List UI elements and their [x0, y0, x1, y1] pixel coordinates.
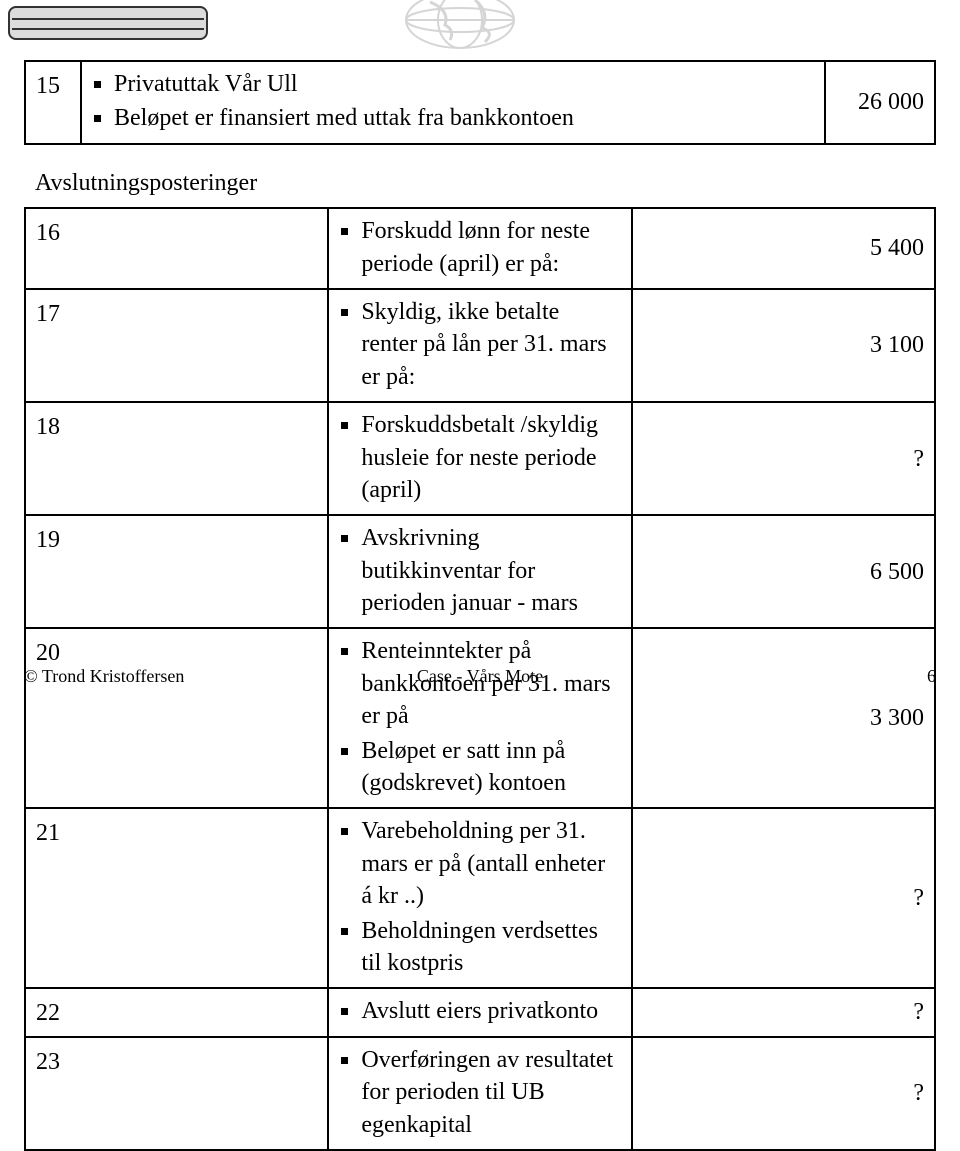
row-value: ? [632, 808, 935, 988]
table-row: 23 Overføringen av resultatet for period… [25, 1037, 935, 1150]
row-number: 21 [25, 808, 328, 988]
bullet-item: Avslutt eiers privatkonto [361, 995, 620, 1027]
page-content: 15 Privatuttak Vår Ull Beløpet er finans… [24, 60, 936, 1151]
table-row: 20 Renteinntekter på bankkontoen per 31.… [25, 628, 935, 808]
table-row: 22 Avslutt eiers privatkonto ? [25, 988, 935, 1036]
row-value: ? [632, 988, 935, 1036]
table-row: 19 Avskrivning butikkinventar for period… [25, 515, 935, 628]
row-value: 3 300 [632, 628, 935, 808]
bullet-item: Forskudd lønn for neste periode (april) … [361, 215, 620, 280]
table-row: 21 Varebeholdning per 31. mars er på (an… [25, 808, 935, 988]
bullet-item: Privatuttak Vår Ull [114, 68, 814, 100]
row-number: 16 [25, 208, 328, 289]
row-value: ? [632, 1037, 935, 1150]
row-value: 5 400 [632, 208, 935, 289]
row-description: Renteinntekter på bankkontoen per 31. ma… [328, 628, 631, 808]
page-footer: © Trond Kristoffersen Case - Vårs Mote 6 [24, 666, 936, 687]
row-number: 15 [25, 61, 81, 144]
decorative-header-bar [8, 6, 208, 46]
bullet-item: Avskrivning butikkinventar for perioden … [361, 522, 620, 619]
table-transactions-2: Avslutningsposteringer 16 Forskudd lønn … [24, 159, 936, 1151]
bullet-item: Skyldig, ikke betalte renter på lån per … [361, 296, 620, 393]
bullet-item: Overføringen av resultatet for perioden … [361, 1044, 620, 1141]
section-header-row: Avslutningsposteringer [25, 159, 935, 208]
row-number: 17 [25, 289, 328, 402]
row-value: 6 500 [632, 515, 935, 628]
row-number: 18 [25, 402, 328, 515]
table-row: 15 Privatuttak Vår Ull Beløpet er finans… [25, 61, 935, 144]
table-row: 17 Skyldig, ikke betalte renter på lån p… [25, 289, 935, 402]
table-row: 18 Forskuddsbetalt /skyldig husleie for … [25, 402, 935, 515]
row-value: ? [632, 402, 935, 515]
table-row: 16 Forskudd lønn for neste periode (apri… [25, 208, 935, 289]
row-description: Overføringen av resultatet for perioden … [328, 1037, 631, 1150]
footer-left: © Trond Kristoffersen [24, 666, 184, 687]
globe-watermark [400, 0, 520, 50]
row-value: 26 000 [825, 61, 935, 144]
bullet-item: Beløpet er satt inn på (godskrevet) kont… [361, 735, 620, 800]
row-description: Avslutt eiers privatkonto [328, 988, 631, 1036]
section-header: Avslutningsposteringer [25, 159, 935, 208]
row-description: Forskudd lønn for neste periode (april) … [328, 208, 631, 289]
row-description: Forskuddsbetalt /skyldig husleie for nes… [328, 402, 631, 515]
row-number: 20 [25, 628, 328, 808]
row-description: Skyldig, ikke betalte renter på lån per … [328, 289, 631, 402]
footer-right: 6 [927, 666, 936, 687]
bullet-item: Beløpet er finansiert med uttak fra bank… [114, 102, 814, 134]
row-value: 3 100 [632, 289, 935, 402]
row-description: Avskrivning butikkinventar for perioden … [328, 515, 631, 628]
row-number: 19 [25, 515, 328, 628]
row-number: 22 [25, 988, 328, 1036]
bullet-item: Forskuddsbetalt /skyldig husleie for nes… [361, 409, 620, 506]
row-description: Privatuttak Vår Ull Beløpet er finansier… [81, 61, 825, 144]
bullet-item: Beholdningen verdsettes til kostpris [361, 915, 620, 980]
row-description: Varebeholdning per 31. mars er på (antal… [328, 808, 631, 988]
bullet-item: Varebeholdning per 31. mars er på (antal… [361, 815, 620, 912]
row-number: 23 [25, 1037, 328, 1150]
table-transactions-1: 15 Privatuttak Vår Ull Beløpet er finans… [24, 60, 936, 145]
